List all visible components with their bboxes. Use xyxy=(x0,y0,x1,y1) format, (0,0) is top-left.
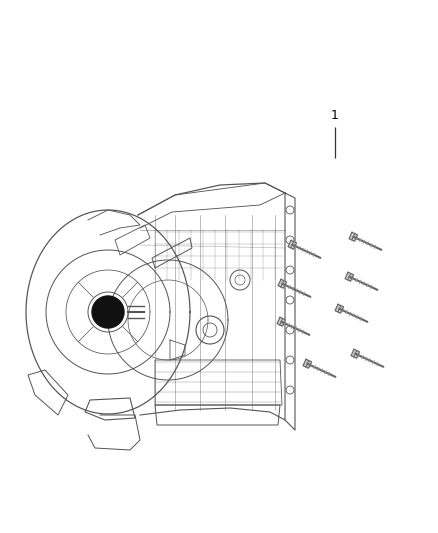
Circle shape xyxy=(92,296,124,328)
Polygon shape xyxy=(345,272,353,281)
Polygon shape xyxy=(277,317,286,326)
Polygon shape xyxy=(351,349,360,358)
Polygon shape xyxy=(278,279,286,288)
Polygon shape xyxy=(303,359,311,368)
Text: 1: 1 xyxy=(331,109,339,122)
Polygon shape xyxy=(349,232,357,241)
Polygon shape xyxy=(288,240,297,249)
Polygon shape xyxy=(335,304,343,313)
